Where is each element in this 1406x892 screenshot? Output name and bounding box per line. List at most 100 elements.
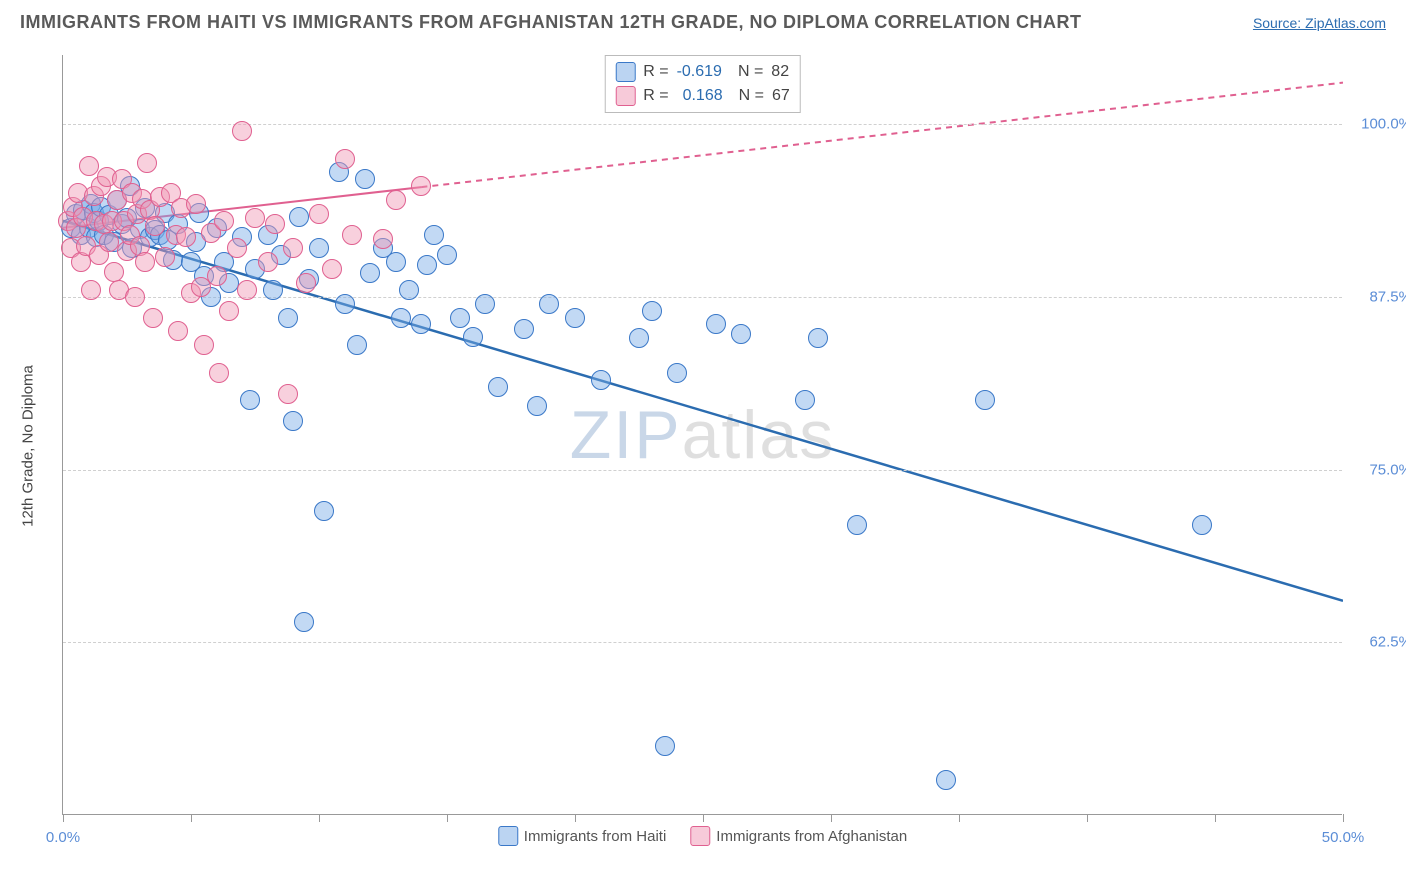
data-point [79, 156, 99, 176]
data-point [137, 153, 157, 173]
legend-item-haiti: Immigrants from Haiti [498, 826, 667, 846]
y-tick-label: 100.0% [1361, 116, 1406, 133]
data-point [463, 327, 483, 347]
data-point [207, 266, 227, 286]
x-tick [831, 814, 832, 822]
x-tick [63, 814, 64, 822]
data-point [265, 214, 285, 234]
data-point [125, 287, 145, 307]
data-point [194, 335, 214, 355]
gridline [63, 297, 1342, 298]
data-point [391, 308, 411, 328]
data-point [847, 515, 867, 535]
chart-area: ZIPatlas R = -0.619 N = 82 R = 0.168 N =… [62, 55, 1342, 815]
data-point [936, 770, 956, 790]
legend-correlation: R = -0.619 N = 82 R = 0.168 N = 67 [604, 55, 801, 113]
legend-row-haiti: R = -0.619 N = 82 [615, 60, 790, 84]
data-point [283, 238, 303, 258]
x-tick [959, 814, 960, 822]
chart-header: IMMIGRANTS FROM HAITI VS IMMIGRANTS FROM… [0, 0, 1406, 41]
data-point [335, 294, 355, 314]
x-tick-label: 0.0% [46, 829, 80, 846]
data-point [360, 263, 380, 283]
data-point [386, 190, 406, 210]
data-point [294, 612, 314, 632]
x-tick [447, 814, 448, 822]
data-point [591, 370, 611, 390]
data-point [314, 501, 334, 521]
source-link[interactable]: Source: ZipAtlas.com [1253, 15, 1386, 31]
data-point [283, 411, 303, 431]
data-point [322, 259, 342, 279]
data-point [278, 384, 298, 404]
data-point [309, 204, 329, 224]
data-point [227, 238, 247, 258]
data-point [237, 280, 257, 300]
data-point [155, 247, 175, 267]
data-point [232, 121, 252, 141]
data-point [355, 169, 375, 189]
data-point [424, 225, 444, 245]
data-point [450, 308, 470, 328]
data-point [168, 321, 188, 341]
data-point [347, 335, 367, 355]
data-point [488, 377, 508, 397]
data-point [565, 308, 585, 328]
chart-title: IMMIGRANTS FROM HAITI VS IMMIGRANTS FROM… [20, 12, 1081, 33]
trendlines [63, 55, 1343, 815]
legend-item-afghanistan: Immigrants from Afghanistan [690, 826, 907, 846]
data-point [278, 308, 298, 328]
y-tick-label: 75.0% [1369, 461, 1406, 478]
x-tick [191, 814, 192, 822]
watermark: ZIPatlas [570, 396, 835, 474]
x-tick [575, 814, 576, 822]
data-point [135, 252, 155, 272]
data-point [514, 319, 534, 339]
data-point [437, 245, 457, 265]
y-tick-label: 87.5% [1369, 288, 1406, 305]
data-point [81, 280, 101, 300]
data-point [263, 280, 283, 300]
x-tick [319, 814, 320, 822]
x-tick [1215, 814, 1216, 822]
swatch-blue [615, 62, 635, 82]
data-point [731, 324, 751, 344]
data-point [1192, 515, 1212, 535]
data-point [258, 252, 278, 272]
data-point [240, 390, 260, 410]
x-tick [703, 814, 704, 822]
x-tick [1087, 814, 1088, 822]
gridline [63, 470, 1342, 471]
data-point [245, 208, 265, 228]
swatch-pink [690, 826, 710, 846]
data-point [342, 225, 362, 245]
data-point [145, 216, 165, 236]
data-point [209, 363, 229, 383]
swatch-blue [498, 826, 518, 846]
gridline [63, 124, 1342, 125]
data-point [642, 301, 662, 321]
data-point [335, 149, 355, 169]
data-point [373, 229, 393, 249]
x-tick [1343, 814, 1344, 822]
x-tick-label: 50.0% [1322, 829, 1365, 846]
data-point [386, 252, 406, 272]
data-point [411, 314, 431, 334]
y-tick-label: 62.5% [1369, 634, 1406, 651]
data-point [309, 238, 329, 258]
data-point [104, 262, 124, 282]
data-point [539, 294, 559, 314]
data-point [667, 363, 687, 383]
data-point [186, 194, 206, 214]
data-point [417, 255, 437, 275]
data-point [975, 390, 995, 410]
legend-series: Immigrants from Haiti Immigrants from Af… [498, 826, 907, 846]
data-point [475, 294, 495, 314]
data-point [655, 736, 675, 756]
data-point [629, 328, 649, 348]
y-axis-title: 12th Grade, No Diploma [20, 365, 37, 527]
swatch-pink [615, 86, 635, 106]
data-point [219, 301, 239, 321]
data-point [296, 273, 316, 293]
data-point [411, 176, 431, 196]
